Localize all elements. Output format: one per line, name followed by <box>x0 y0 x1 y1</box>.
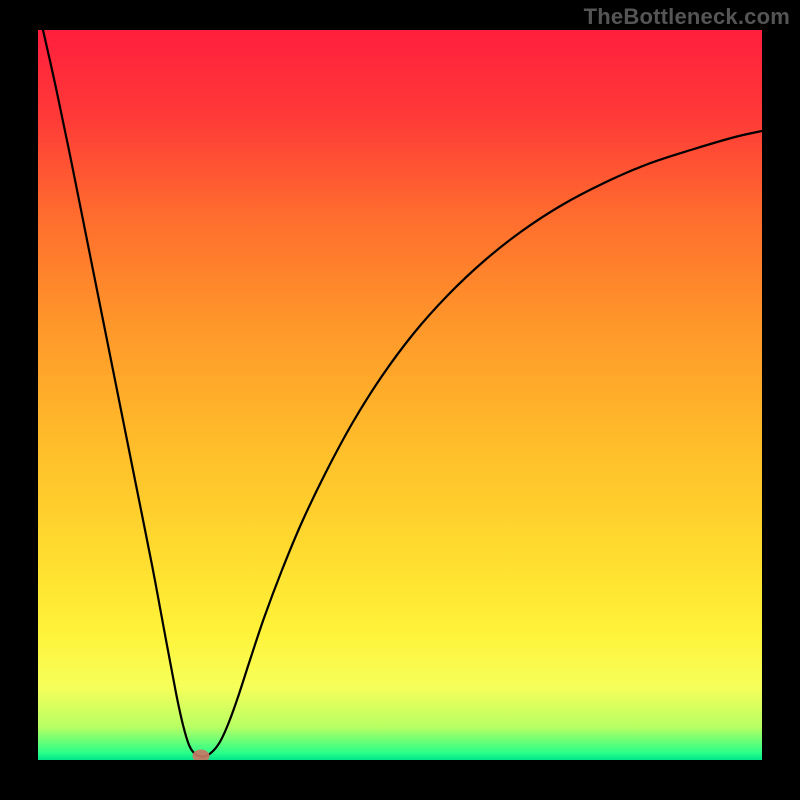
watermark-text: TheBottleneck.com <box>584 4 790 30</box>
bottleneck-chart <box>0 0 800 800</box>
optimal-point-marker <box>193 750 210 763</box>
plot-background <box>38 30 762 760</box>
